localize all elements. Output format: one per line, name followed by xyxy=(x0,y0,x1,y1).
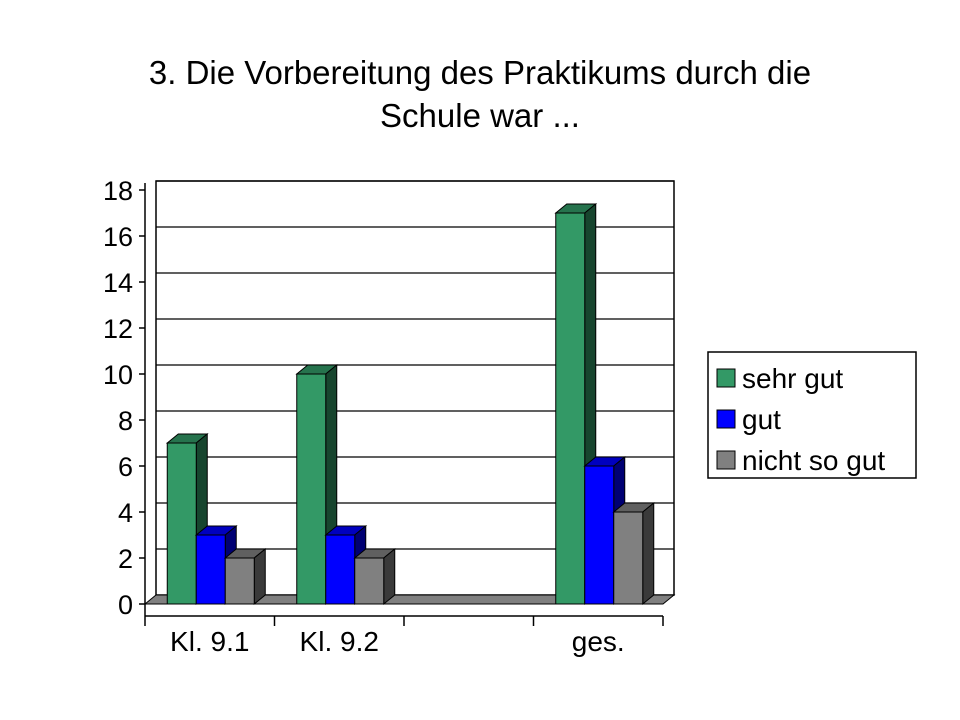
x-tick-label: ges. xyxy=(572,626,625,657)
y-tick-labels: 0 2 4 6 8 10 12 14 16 18 xyxy=(103,176,133,620)
x-tick-label: Kl. 9.1 xyxy=(170,626,249,657)
chart-title-line-1: 3. Die Vorbereitung des Praktikums durch… xyxy=(149,54,811,91)
bar-front-face xyxy=(613,511,644,605)
legend-label: gut xyxy=(742,404,781,435)
x-tick-label: Kl. 9.2 xyxy=(300,626,379,657)
plot-floor-plane xyxy=(143,594,676,605)
y-tick-label: 8 xyxy=(118,406,133,436)
legend-swatch xyxy=(716,368,736,388)
y-tick-label: 14 xyxy=(103,268,133,298)
y-tick-label: 2 xyxy=(118,544,133,574)
bar-front-face xyxy=(296,373,327,605)
legend-label: nicht so gut xyxy=(742,445,885,476)
y-tick-label: 6 xyxy=(118,452,133,482)
plot-floor xyxy=(143,594,676,605)
chart-title: 3. Die Vorbereitung des Praktikums durch… xyxy=(149,54,811,134)
bar-side-face xyxy=(383,547,396,606)
bar xyxy=(353,547,397,606)
bar-side-face xyxy=(642,501,655,606)
legend-swatch xyxy=(716,450,736,470)
legend-box xyxy=(707,351,917,479)
bar-front-face xyxy=(224,557,255,605)
y-tick-label: 12 xyxy=(103,314,133,344)
legend-swatch xyxy=(716,409,736,429)
axes xyxy=(139,183,664,626)
chart-title-line-2: Schule war ... xyxy=(380,97,580,134)
bar-front-face xyxy=(584,465,615,605)
bar-front-face xyxy=(354,557,385,605)
bars xyxy=(165,202,656,606)
bar xyxy=(612,501,656,606)
bar xyxy=(223,547,267,606)
bar-front-face xyxy=(325,534,356,605)
legend: sehr gut gut nicht so gut xyxy=(707,351,917,479)
legend-label: sehr gut xyxy=(742,363,843,394)
y-tick-label: 4 xyxy=(118,498,133,528)
x-tick-labels: Kl. 9.1 Kl. 9.2 ges. xyxy=(170,626,625,657)
bar-side-face xyxy=(253,547,266,606)
y-tick-label: 18 xyxy=(103,176,133,206)
y-tick-label: 16 xyxy=(103,222,133,252)
bar-front-face xyxy=(555,212,586,605)
bar-front-face xyxy=(195,534,226,605)
bar-front-face xyxy=(166,442,197,605)
y-tick-label: 10 xyxy=(103,360,133,390)
y-tick-label: 0 xyxy=(118,590,133,620)
